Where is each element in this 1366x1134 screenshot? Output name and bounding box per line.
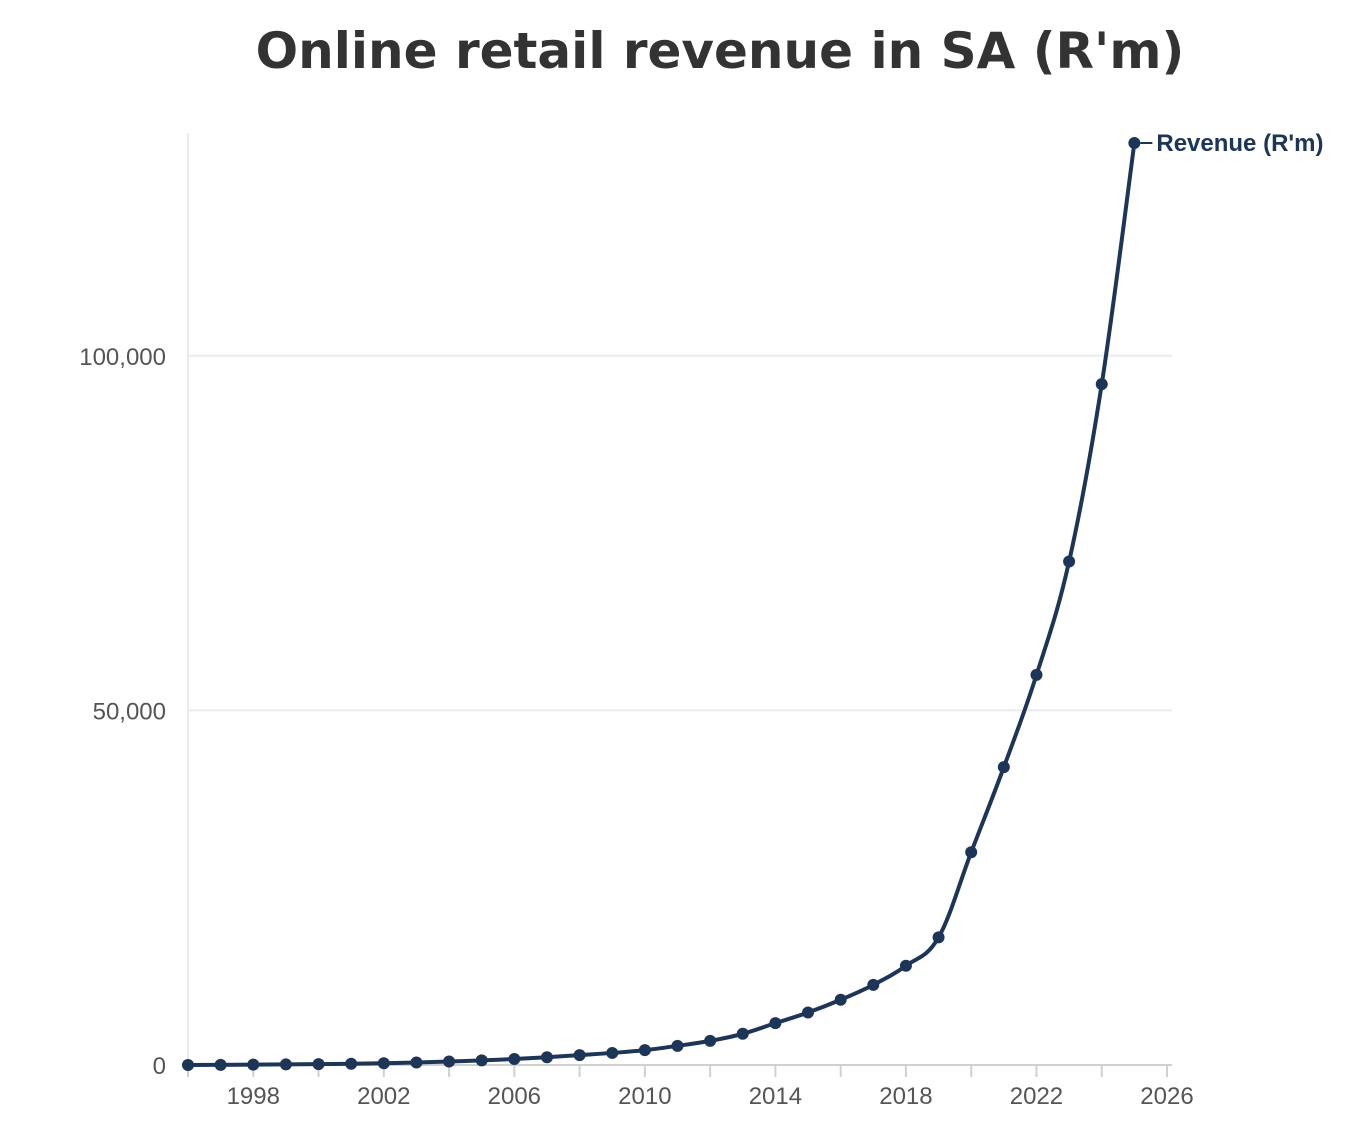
- data-point: [965, 846, 978, 859]
- data-point: [279, 1058, 292, 1071]
- y-tick-label: 0: [153, 1053, 166, 1080]
- data-point: [932, 931, 945, 944]
- x-tick-label: 2014: [749, 1083, 802, 1110]
- data-point: [834, 993, 847, 1006]
- data-point: [573, 1049, 586, 1062]
- data-point: [769, 1017, 782, 1030]
- x-axis-tick-labels: 1998 2002 2006 2010 2014 2018 2022 2026: [227, 1083, 1194, 1110]
- data-point: [410, 1056, 423, 1069]
- data-point: [899, 959, 912, 972]
- y-axis-tick-labels: 0 50,000 100,000: [79, 344, 166, 1080]
- data-point: [475, 1054, 488, 1067]
- data-point: [671, 1039, 684, 1052]
- data-point: [214, 1058, 227, 1071]
- data-point: [508, 1052, 521, 1065]
- data-point: [312, 1058, 325, 1071]
- data-point: [443, 1055, 456, 1068]
- axes: [182, 133, 1172, 1077]
- data-point: [1063, 555, 1076, 568]
- data-point: [182, 1059, 194, 1071]
- x-tick-label: 2002: [357, 1083, 410, 1110]
- x-tick-label: 1998: [227, 1083, 280, 1110]
- gridlines: [188, 354, 1172, 712]
- chart-title: Online retail revenue in SA (R'm): [255, 22, 1185, 80]
- data-point: [997, 761, 1010, 774]
- x-tick-label: 2026: [1140, 1083, 1193, 1110]
- x-tick-label: 2010: [618, 1083, 671, 1110]
- y-tick-label: 100,000: [79, 344, 166, 371]
- series-label: Revenue (R'm): [1156, 130, 1323, 157]
- data-point: [1030, 668, 1043, 681]
- data-point: [704, 1034, 717, 1047]
- data-point: [1128, 137, 1141, 149]
- x-tick-label: 2018: [879, 1083, 932, 1110]
- data-point: [247, 1058, 260, 1071]
- data-point: [736, 1027, 749, 1040]
- series-points-revenue: [182, 137, 1141, 1071]
- x-tick-label: 2022: [1010, 1083, 1063, 1110]
- y-tick-label: 50,000: [93, 698, 166, 725]
- data-point: [867, 978, 880, 991]
- data-point: [638, 1044, 651, 1057]
- data-point: [345, 1057, 358, 1070]
- series-end-label: Revenue (R'm): [1140, 130, 1323, 157]
- data-point: [1095, 378, 1108, 391]
- data-point: [540, 1051, 553, 1064]
- data-point: [377, 1057, 390, 1070]
- data-point: [606, 1046, 619, 1059]
- series-line-revenue: [186, 141, 1137, 1067]
- x-tick-label: 2006: [488, 1083, 541, 1110]
- data-point: [802, 1006, 815, 1019]
